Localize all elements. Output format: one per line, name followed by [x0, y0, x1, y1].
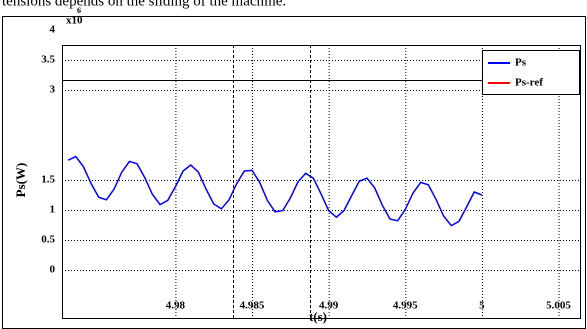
x-tick-label: 5 [479, 300, 485, 312]
legend-label: Ps-ref [515, 77, 543, 89]
caption: tensions depends on the sliding of the m… [2, 0, 286, 9]
y-multiplier: x10 [66, 15, 83, 27]
legend-box [482, 50, 580, 95]
x-axis-label: t(s) [309, 309, 327, 324]
legend-label: Ps [515, 57, 527, 69]
y-tick-label: 3 [50, 84, 56, 96]
y-tick-label: 0 [50, 264, 56, 276]
legend: Ps Ps-ref [482, 50, 580, 95]
x-tick-label: 4.985 [240, 300, 265, 312]
y-tick-label: 3.5 [41, 54, 55, 66]
y-tick-label: 1 [50, 204, 56, 216]
y-axis-label: Ps(W) [13, 163, 28, 198]
y-tick-label: 1.5 [41, 174, 55, 186]
y-tick-label: 0.5 [41, 234, 55, 246]
x-tick-label: 4.995 [393, 300, 418, 312]
y-multiplier-exponent: 6 [77, 6, 81, 15]
x-tick-label: 5.005 [546, 300, 571, 312]
x-tick-label: 4.98 [166, 300, 186, 312]
y-tick-label: 4 [50, 24, 56, 36]
series-line [67, 155, 483, 227]
x-tick-label: 4.99 [319, 300, 339, 312]
